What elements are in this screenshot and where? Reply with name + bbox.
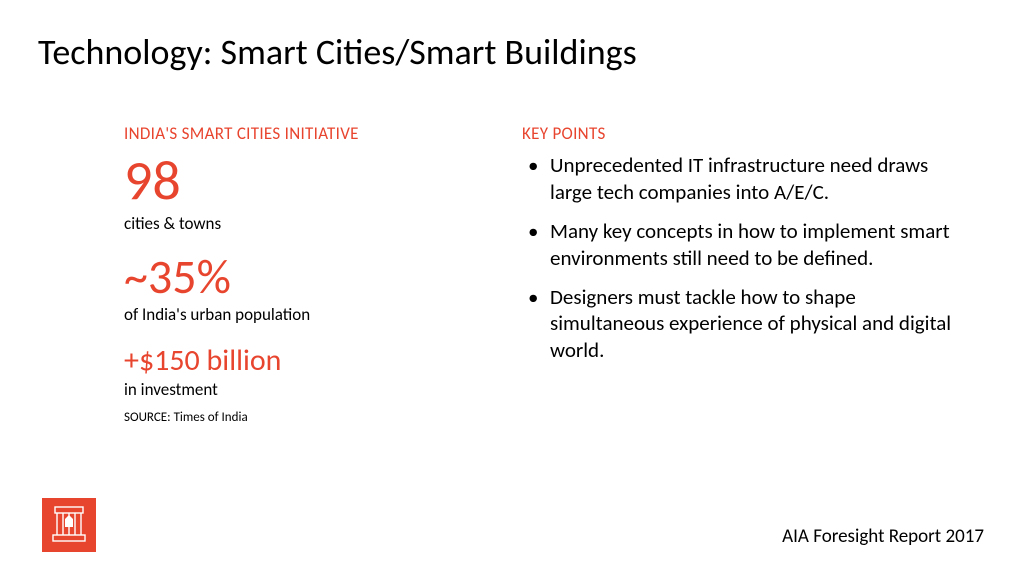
aia-logo-icon bbox=[42, 498, 96, 552]
list-item: Unprecedented IT infrastructure need dra… bbox=[522, 152, 967, 206]
stat-cities-label: cities & towns bbox=[124, 213, 464, 234]
list-item: Designers must tackle how to shape simul… bbox=[522, 284, 967, 365]
left-header: INDIA'S SMART CITIES INITIATIVE bbox=[124, 123, 464, 144]
stat-investment-value: +$150 billion bbox=[124, 345, 464, 377]
stat-investment-label: in investment bbox=[124, 379, 464, 400]
footer-text: AIA Foresight Report 2017 bbox=[782, 525, 984, 548]
key-points-list: Unprecedented IT infrastructure need dra… bbox=[522, 152, 967, 364]
source-text: SOURCE: Times of India bbox=[124, 410, 464, 425]
list-item: Many key concepts in how to implement sm… bbox=[522, 218, 967, 272]
stat-population-value: ~35% bbox=[124, 252, 464, 302]
right-header: KEY POINTS bbox=[522, 123, 967, 144]
slide-title: Technology: Smart Cities/Smart Buildings bbox=[38, 30, 637, 74]
stat-population-label: of India's urban population bbox=[124, 304, 464, 325]
left-column: INDIA'S SMART CITIES INITIATIVE 98 citie… bbox=[124, 123, 464, 425]
right-column: KEY POINTS Unprecedented IT infrastructu… bbox=[522, 123, 967, 376]
stat-cities-value: 98 bbox=[124, 152, 464, 211]
